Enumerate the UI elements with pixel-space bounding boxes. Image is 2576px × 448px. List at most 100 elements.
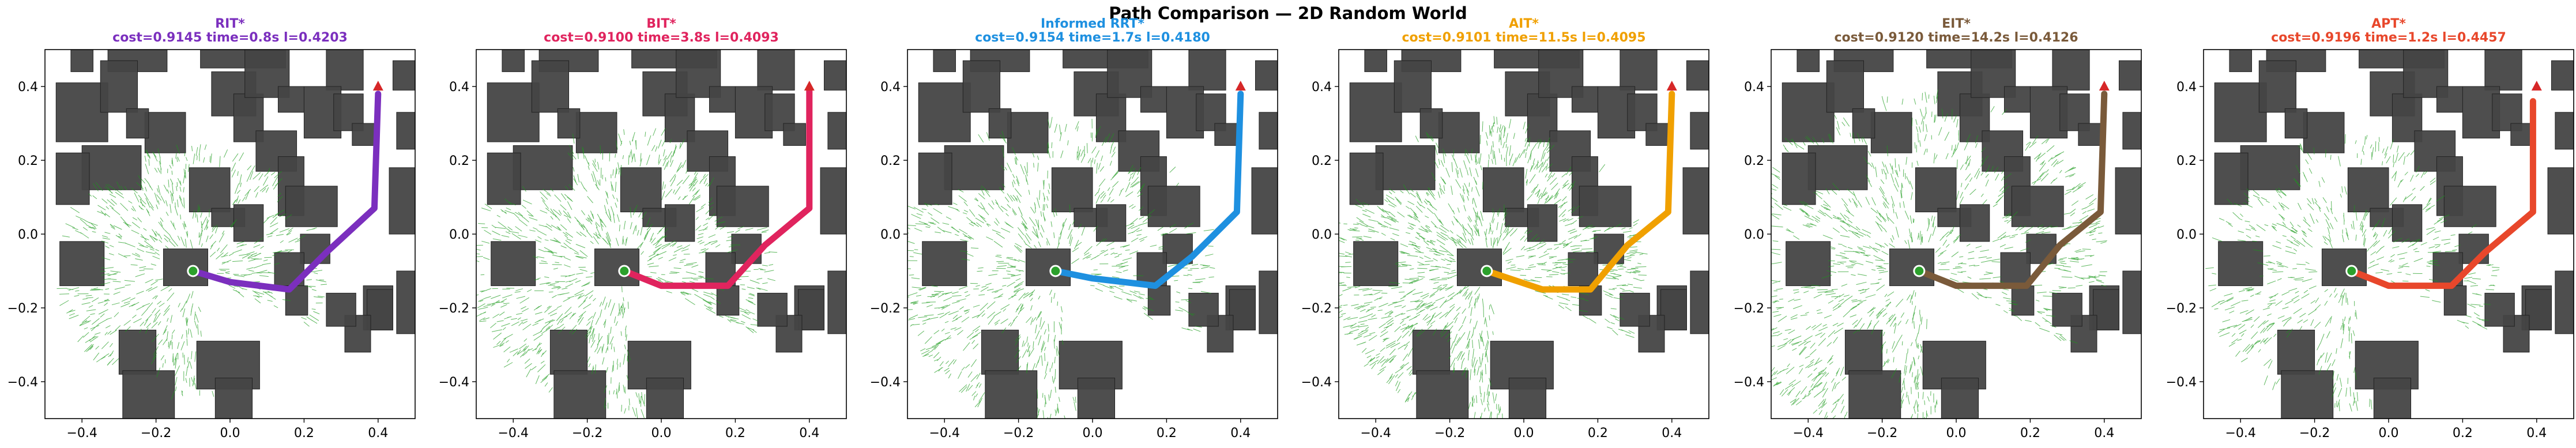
obstacle <box>70 50 93 72</box>
x-tick-label: 0.4 <box>2094 426 2114 441</box>
x-tick-label: 0.2 <box>725 426 745 441</box>
obstacle <box>2011 285 2035 316</box>
obstacle <box>1375 145 1436 190</box>
y-tick-label: 0.0 <box>449 228 469 242</box>
obstacle <box>1147 285 1171 316</box>
obstacle <box>2093 289 2119 330</box>
x-tick-label: 0.2 <box>294 426 314 441</box>
obstacle <box>1786 241 1831 287</box>
plot-area <box>2205 50 2574 419</box>
obstacle <box>163 249 208 287</box>
obstacle <box>988 108 1012 139</box>
obstacle <box>531 60 569 113</box>
x-tick-label: 0.4 <box>1662 426 1682 441</box>
x-tick-label: 0.4 <box>799 426 819 441</box>
obstacle <box>2214 152 2249 205</box>
obstacle <box>300 234 330 264</box>
obstacle <box>1188 50 1226 91</box>
y-tick-label: −0.4 <box>1301 375 1332 390</box>
x-tick-label: 0.4 <box>2526 426 2547 441</box>
obstacle <box>557 108 581 139</box>
obstacle <box>1188 292 1219 327</box>
obstacle <box>1077 378 1116 419</box>
obstacle <box>2551 60 2574 91</box>
start-marker <box>1481 265 1493 277</box>
obstacle <box>2052 50 2090 91</box>
obstacle <box>326 50 364 91</box>
y-tick-label: 0.4 <box>2176 80 2197 95</box>
x-tick-label: −0.4 <box>498 426 528 441</box>
goal-marker <box>2099 81 2110 91</box>
obstacle <box>1797 50 1820 72</box>
x-tick-label: 0.4 <box>368 426 388 441</box>
goal-marker <box>804 81 815 91</box>
obstacle <box>918 152 952 205</box>
obstacle <box>2258 60 2297 113</box>
obstacle <box>2218 241 2264 287</box>
obstacle <box>664 204 695 242</box>
plot-area <box>1339 50 1709 419</box>
panel-rit-: −0.4 −0.2 0.0 0.2 0.4 0.4 0.2 0.0 −0.2 −0.4 RIT*co… <box>7 17 416 441</box>
obstacle <box>2436 86 2463 113</box>
obstacle <box>1353 241 1399 287</box>
y-tick-label: −0.4 <box>7 375 38 390</box>
obstacle <box>1482 167 1524 213</box>
obstacle <box>1456 249 1502 287</box>
search-tree <box>907 116 1215 419</box>
subplot-title-name: BIT* <box>646 17 676 31</box>
y-tick-label: −0.2 <box>1301 302 1332 316</box>
obstacle <box>487 82 540 142</box>
obstacle <box>933 50 956 72</box>
obstacle <box>1007 112 1049 153</box>
start-marker <box>1049 265 1062 277</box>
obstacle <box>1807 145 1868 190</box>
obstacle <box>2347 167 2389 213</box>
obstacle <box>757 292 788 327</box>
start-marker <box>187 265 199 277</box>
y-tick-label: 0.2 <box>18 154 38 168</box>
obstacle <box>1782 82 1835 142</box>
x-tick-label: 0.0 <box>2379 426 2399 441</box>
obstacle <box>189 167 231 213</box>
solution-path <box>2348 98 2536 289</box>
subplot-title-stats: cost=0.9120 time=14.2s l=0.4126 <box>1835 31 2078 45</box>
y-tick-label: 0.4 <box>18 80 38 95</box>
x-tick-label: −0.2 <box>141 426 171 441</box>
obstacle <box>396 112 415 150</box>
obstacle <box>1255 60 1278 91</box>
obstacle <box>962 60 1001 113</box>
obstacle <box>491 241 536 287</box>
obstacle <box>122 370 175 419</box>
subplot-title-stats: cost=0.9145 time=0.8s l=0.4203 <box>112 31 348 45</box>
obstacle <box>487 152 521 205</box>
x-tick-label: −0.2 <box>1003 426 1034 441</box>
goal-marker <box>372 81 383 91</box>
obstacle <box>2303 112 2345 153</box>
subplot-title-name: EIT* <box>1942 17 1971 31</box>
y-tick-label: 0.2 <box>449 154 469 168</box>
obstacle <box>367 289 393 330</box>
x-tick-label: −0.2 <box>2299 426 2330 441</box>
obstacle <box>1051 167 1093 213</box>
subplot-title-name: AIT* <box>1509 17 1539 31</box>
x-tick-label: −0.2 <box>1434 426 1465 441</box>
obstacle <box>1394 60 1432 113</box>
solution-path <box>1483 91 1675 293</box>
obstacle <box>2011 186 2064 227</box>
obstacle <box>1214 123 1237 146</box>
y-tick-label: −0.2 <box>7 302 38 316</box>
obstacle <box>553 370 607 419</box>
obstacle <box>2373 378 2412 419</box>
obstacle <box>2525 289 2552 330</box>
y-tick-label: −0.2 <box>870 302 901 316</box>
obstacle <box>326 292 356 327</box>
obstacle <box>118 329 157 375</box>
obstacle <box>985 370 1038 419</box>
obstacle <box>1682 167 1709 235</box>
start-marker <box>1913 265 1926 277</box>
obstacle <box>55 82 108 142</box>
obstacle <box>1229 289 1256 330</box>
obstacle <box>2214 82 2267 142</box>
obstacle <box>716 285 740 316</box>
obstacle <box>709 86 736 113</box>
